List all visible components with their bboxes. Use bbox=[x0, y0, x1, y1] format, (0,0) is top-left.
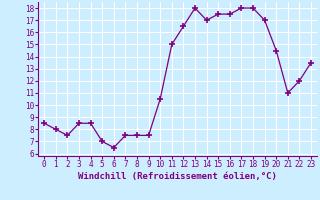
X-axis label: Windchill (Refroidissement éolien,°C): Windchill (Refroidissement éolien,°C) bbox=[78, 172, 277, 181]
